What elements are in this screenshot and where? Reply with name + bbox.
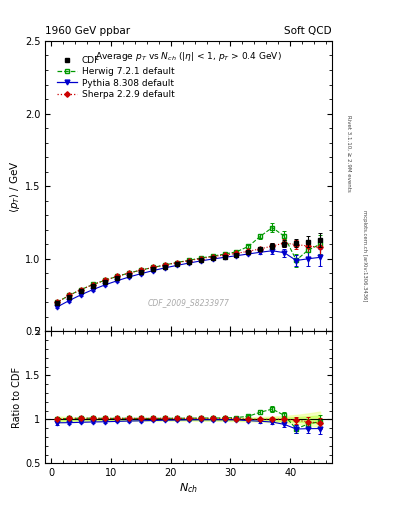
Text: CDF_2009_S8233977: CDF_2009_S8233977 (148, 298, 230, 307)
X-axis label: $N_{ch}$: $N_{ch}$ (179, 481, 198, 495)
Y-axis label: Ratio to CDF: Ratio to CDF (12, 367, 22, 428)
Text: Average $p_T$ vs $N_{ch}$ ($|\eta|$ < 1, $p_T$ > 0.4 GeV): Average $p_T$ vs $N_{ch}$ ($|\eta|$ < 1,… (95, 50, 282, 62)
Text: Soft QCD: Soft QCD (285, 26, 332, 36)
Text: 1960 GeV ppbar: 1960 GeV ppbar (45, 26, 130, 36)
Y-axis label: $\langle p_T \rangle$ / GeV: $\langle p_T \rangle$ / GeV (8, 160, 22, 212)
Text: Rivet 3.1.10, ≥ 2.9M events: Rivet 3.1.10, ≥ 2.9M events (347, 115, 352, 192)
Legend: CDF, Herwig 7.2.1 default, Pythia 8.308 default, Sherpa 2.2.9 default: CDF, Herwig 7.2.1 default, Pythia 8.308 … (55, 54, 176, 100)
Text: mcplots.cern.ch [arXiv:1306.3436]: mcplots.cern.ch [arXiv:1306.3436] (362, 210, 367, 302)
